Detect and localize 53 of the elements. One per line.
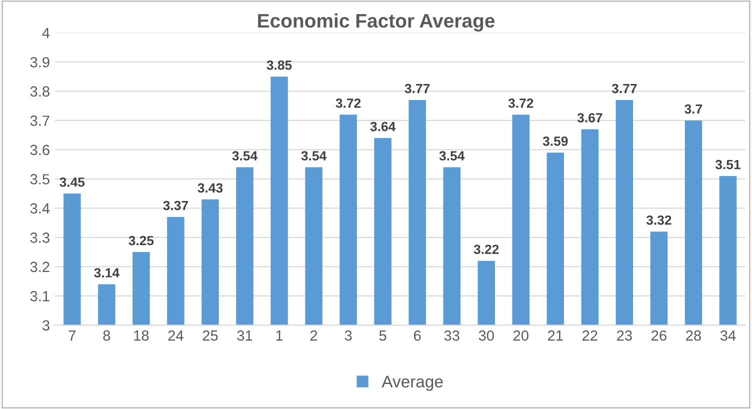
x-tick-label: 31 xyxy=(237,330,252,341)
x-tick-label: 3 xyxy=(344,330,352,341)
y-tick-label: 3.1 xyxy=(30,291,50,302)
x-tick-label: 23 xyxy=(617,330,632,341)
data-label: 3.7 xyxy=(684,104,702,114)
data-label: 3.54 xyxy=(301,151,327,160)
x-tick-label: 20 xyxy=(513,330,528,341)
y-tick-label: 3.4 xyxy=(30,203,50,214)
x-tick-label: 6 xyxy=(414,330,421,341)
data-label: 3.77 xyxy=(612,84,637,94)
data-label: 3.67 xyxy=(577,113,602,122)
x-tick-label: 33 xyxy=(444,330,460,341)
data-label: 3.64 xyxy=(370,122,396,132)
data-label: 3.54 xyxy=(439,151,465,160)
y-tick-label: 3.7 xyxy=(30,116,50,126)
data-label: 3.59 xyxy=(542,136,568,146)
x-tick-label: 28 xyxy=(686,330,701,341)
data-label: 3.72 xyxy=(336,98,361,108)
x-tick-label: 30 xyxy=(478,330,494,341)
y-tick-label: 3.3 xyxy=(30,232,50,243)
data-label: 3.85 xyxy=(266,60,292,70)
y-tick-label: 3.9 xyxy=(30,57,50,68)
data-label: 3.43 xyxy=(198,183,223,193)
legend-label: Average xyxy=(382,376,443,391)
y-tick-label: 4 xyxy=(42,28,50,38)
chart-title: Economic Factor Average xyxy=(258,13,495,32)
data-label: 3.32 xyxy=(646,215,672,225)
y-tick-label: 3.2 xyxy=(30,262,50,272)
data-label: 3.22 xyxy=(474,244,499,254)
y-tick-label: 3.8 xyxy=(30,86,50,97)
data-label: 3.37 xyxy=(163,200,188,210)
x-tick-label: 25 xyxy=(202,330,218,341)
data-label: 3.45 xyxy=(60,177,85,187)
x-tick-label: 24 xyxy=(168,330,184,341)
y-tick-label: 3.5 xyxy=(30,174,50,184)
data-label: 3.51 xyxy=(715,160,740,170)
data-label: 3.72 xyxy=(508,98,534,108)
x-tick-label: 18 xyxy=(134,330,149,341)
data-label: 3.25 xyxy=(128,236,154,246)
data-label: 3.14 xyxy=(94,268,120,278)
y-tick-label: 3.6 xyxy=(30,144,50,156)
x-tick-label: 8 xyxy=(103,330,110,341)
x-tick-label: 21 xyxy=(548,330,563,341)
x-tick-label: 2 xyxy=(310,330,318,341)
data-label: 3.54 xyxy=(232,151,258,160)
x-tick-label: 1 xyxy=(276,330,283,341)
data-label: 3.77 xyxy=(404,84,430,94)
x-tick-label: 5 xyxy=(379,330,386,341)
y-tick-label: 3 xyxy=(42,320,50,331)
x-tick-label: 7 xyxy=(68,330,76,341)
x-tick-label: 34 xyxy=(720,330,736,341)
x-tick-label: 22 xyxy=(582,330,598,341)
x-tick-label: 26 xyxy=(652,330,666,341)
